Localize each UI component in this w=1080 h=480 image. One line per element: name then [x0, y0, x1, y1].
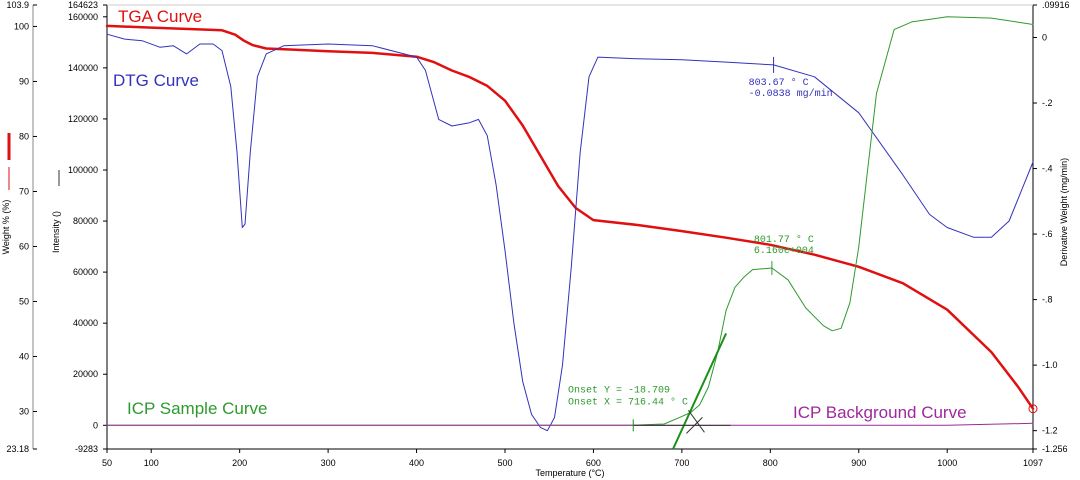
onset-y-annotation: Onset Y = -18.709 — [568, 385, 670, 396]
derivative-tick-label: -.6 — [1042, 229, 1053, 239]
label-layer: TGA Curve DTG Curve ICP Sample Curve ICP Ba… — [113, 7, 967, 422]
dtg-curve-label: DTG Curve — [113, 71, 199, 90]
weight-tick-label: 70 — [19, 186, 29, 196]
dtg-annotation-temp: 803.67 ° C — [749, 77, 809, 89]
derivative-tick-label: -1.256 — [1042, 444, 1068, 454]
onset-cross-b — [686, 416, 703, 434]
derivative-tick-label: -.8 — [1042, 295, 1053, 305]
tga-curve-label: TGA Curve — [118, 7, 202, 26]
tga-curve-line — [105, 24, 1035, 410]
weight-tick-label: 103.9 — [6, 0, 29, 10]
x-tick-label: 1000 — [937, 458, 957, 468]
weight-tick-label: 60 — [19, 241, 29, 251]
tga-end-marker — [1028, 404, 1038, 414]
dtg-annotation-value: -0.0838 mg/min — [749, 88, 833, 100]
icp-sample-curve-line — [106, 16, 1034, 426]
onset-cross-a — [688, 410, 705, 433]
x-tick-label: 900 — [851, 458, 866, 468]
x-tick-label: 100 — [144, 458, 159, 468]
derivative-tick-label: .09916 — [1042, 0, 1070, 10]
intensity-tick-label: 100000 — [68, 165, 98, 175]
derivative-axis-title: Derivative Weight (mg/min) — [1059, 158, 1069, 266]
intensity-tick-label: 80000 — [73, 216, 98, 226]
weight-tick-label: 30 — [19, 406, 29, 416]
icp-peak-annotation-temp: 801.77 ° C — [754, 234, 814, 246]
derivative-tick-label: -.4 — [1042, 164, 1053, 174]
onset-tangent-line — [672, 332, 728, 450]
intensity-tick-label: 40000 — [73, 318, 98, 328]
derivative-tick-label: 0 — [1042, 32, 1047, 42]
weight-tick-label: 50 — [19, 296, 29, 306]
weight-axis-title: Weight % (%) — [1, 200, 11, 255]
derivative-tick-label: -1.0 — [1042, 360, 1058, 370]
dtg-curve-line — [106, 33, 1034, 432]
intensity-tick-label: 164623 — [68, 0, 98, 10]
x-tick-label: 500 — [497, 458, 512, 468]
icp-background-curve-label: ICP Background Curve — [793, 403, 967, 422]
x-tick-label: 800 — [763, 458, 778, 468]
x-tick-label: 700 — [674, 458, 689, 468]
plot-area-background — [107, 5, 1033, 449]
intensity-tick-label: 160000 — [68, 12, 98, 22]
weight-tick-label: 90 — [19, 76, 29, 86]
x-axis-title: Temperature (°C) — [535, 468, 604, 478]
weight-tick-label: 23.18 — [6, 444, 29, 454]
intensity-tick-label: -9283 — [75, 444, 98, 454]
intensity-tick-label: 60000 — [73, 267, 98, 277]
derivative-tick-label: -.2 — [1042, 98, 1053, 108]
x-tick-label: 300 — [321, 458, 336, 468]
x-tick-label: 200 — [232, 458, 247, 468]
weight-tick-label: 40 — [19, 351, 29, 361]
weight-tick-label: 100 — [14, 21, 29, 31]
x-tick-label: 1097 — [1023, 458, 1043, 468]
x-tick-label: 600 — [586, 458, 601, 468]
derivative-tick-label: -1.2 — [1042, 426, 1058, 436]
x-tick-label: 50 — [102, 458, 112, 468]
icp-sample-curve-label: ICP Sample Curve — [127, 399, 267, 418]
intensity-tick-label: 120000 — [68, 114, 98, 124]
onset-x-annotation: Onset X = 716.44 ° C — [568, 396, 688, 408]
intensity-tick-label: 140000 — [68, 63, 98, 73]
icp-peak-annotation-value: 6.160e+004 — [754, 246, 814, 257]
x-tick-label: 400 — [409, 458, 424, 468]
annotation-layer: 803.67 ° C-0.0838 mg/min 801.77 ° C6.160e… — [568, 56, 833, 450]
series-layer — [105, 16, 1038, 432]
icp-background-curve-line — [106, 422, 1034, 426]
intensity-tick-label: 20000 — [73, 369, 98, 379]
intensity-tick-label: 0 — [93, 420, 98, 430]
intensity-axis-title: Intensity () — [51, 211, 61, 253]
weight-tick-label: 80 — [19, 131, 29, 141]
